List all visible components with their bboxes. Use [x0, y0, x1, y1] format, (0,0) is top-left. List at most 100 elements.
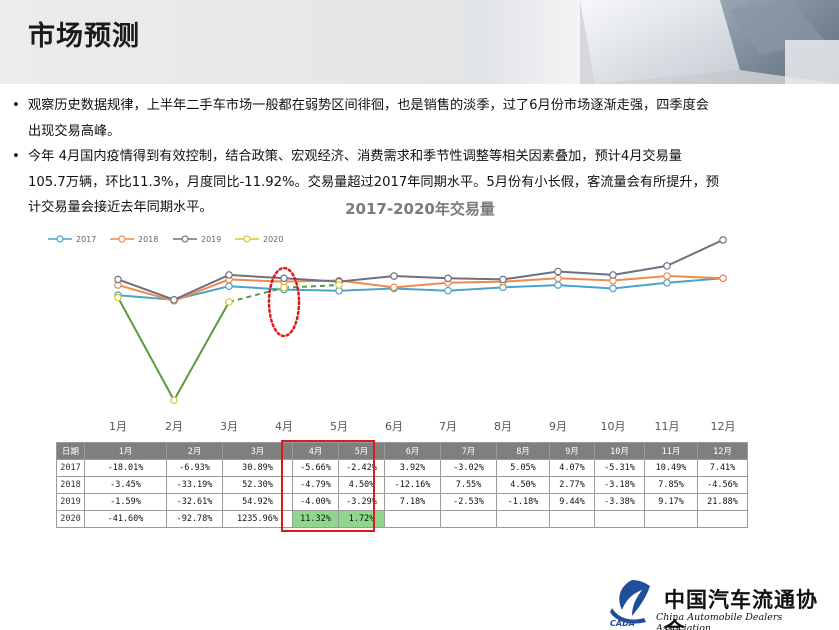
series-2017-point	[554, 281, 562, 289]
bullet-line: 出现交易高峰。	[28, 123, 121, 139]
table-header-month: 11月	[644, 442, 698, 460]
legend-entry: 2018	[138, 235, 158, 244]
table-cell: -18.01%	[84, 459, 167, 477]
legend-swatch-marker	[181, 235, 189, 243]
legend-swatch-marker	[118, 235, 126, 243]
table-cell: 21.88%	[697, 493, 748, 511]
series-2019-point	[225, 271, 233, 279]
table-row: 2018 -3.45% -33.19% 52.30% -4.79% 4.50% -12.16…	[56, 476, 748, 494]
series-2019-segment	[502, 270, 559, 281]
table-cell	[697, 510, 748, 528]
bullet-dot-icon: •	[12, 149, 20, 164]
table-cell: -2.53%	[440, 493, 497, 511]
series-2017-segment	[557, 284, 614, 290]
series-2020-point	[335, 281, 343, 289]
series-2017-segment	[338, 287, 395, 292]
table-cell: 11.32%	[292, 510, 339, 528]
series-2018-segment	[173, 278, 230, 302]
series-2019-point	[663, 262, 671, 270]
series-2018-point	[719, 274, 727, 283]
legend-entry: 2017	[76, 235, 96, 244]
series-2020-segment	[228, 286, 285, 303]
series-2017-point	[225, 282, 233, 290]
table-header-row: 日期 1月 2月 3月 4月 5月 6月 7月 8月 9月 10月 11月 12月	[56, 442, 748, 460]
series-2017-segment	[283, 288, 340, 292]
series-2020-segment	[283, 284, 340, 289]
bullet-item: • 今年 4月国内疫情得到有效控制，结合政策、宏观经济、消费需求和季节性调整等相…	[12, 144, 802, 221]
table-row-label: 2019	[56, 493, 85, 511]
logo-mark: CADA	[610, 619, 635, 628]
bullet-line: 今年 4月国内疫情得到有效控制，结合政策、宏观经济、消费需求和季节性调整等相关因…	[28, 149, 682, 164]
x-tick-label: 1月	[109, 420, 127, 433]
series-2019-segment	[338, 275, 395, 283]
series-2019-segment	[283, 277, 340, 283]
yoy-table: 日期 1月 2月 3月 4月 5月 6月 7月 8月 9月 10月 11月 12月 2017 -18.01…	[56, 442, 748, 528]
series-2017-point	[444, 286, 452, 295]
table-header-month: 2月	[166, 442, 223, 460]
table-cell: -12.16%	[384, 476, 441, 494]
table-cell: -6.93%	[166, 459, 223, 477]
series-2019-segment	[117, 278, 175, 301]
table-cell	[594, 510, 645, 528]
series-2019-point	[609, 271, 617, 279]
cada-emblem-icon: CADA	[610, 580, 650, 628]
series-2019-segment	[173, 273, 230, 301]
x-tick-label: 4月	[275, 420, 293, 433]
legend-swatch-marker	[243, 235, 251, 243]
series-2017-point	[609, 284, 617, 293]
x-tick-label: 3月	[220, 420, 238, 433]
chart-title: 2017-2020年交易量	[345, 200, 495, 218]
series-2017-point	[663, 279, 671, 287]
table-cell	[440, 510, 497, 528]
legend-entry: 2020	[263, 235, 283, 244]
table-cell: 7.85%	[644, 476, 698, 494]
x-tick-label: 6月	[385, 420, 403, 433]
series-2019-point	[499, 275, 507, 284]
series-2019-point	[170, 295, 178, 304]
series-2018-segment	[117, 284, 175, 302]
series-2018-segment	[666, 275, 724, 280]
table-cell: 7.41%	[697, 459, 748, 477]
table-cell: -32.61%	[166, 493, 223, 511]
table-cell: -3.45%	[84, 476, 167, 494]
x-tick-label: 2月	[165, 420, 183, 433]
table-cell: -92.78%	[166, 510, 223, 528]
bullet-line: 观察历史数据规律，上半年二手车市场一般都在弱势区间徘徊，也是销售的淡季，过了6月…	[28, 98, 709, 113]
table-cell: -5.31%	[594, 459, 645, 477]
series-2019-point	[719, 236, 727, 244]
april-may-highlight-box	[281, 440, 375, 532]
series-2018-point	[554, 274, 562, 283]
table-row-label: 2020	[56, 510, 85, 528]
header-band: 市场预测	[0, 0, 839, 84]
series-2018-segment	[228, 278, 285, 283]
table-cell: 7.18%	[384, 493, 441, 511]
table-header-month: 1月	[84, 442, 167, 460]
table-cell: 9.17%	[644, 493, 698, 511]
series-2018-segment	[393, 281, 449, 289]
table-row: 2019 -1.59% -32.61% 54.92% -4.00% -3.29% 7.18%…	[56, 493, 748, 511]
table-cell: -3.38%	[594, 493, 645, 511]
table-cell	[384, 510, 441, 528]
table-cell: 5.05%	[496, 459, 550, 477]
series-2017-segment	[228, 285, 285, 291]
x-tick-label: 10月	[601, 420, 626, 433]
series-2019-point	[444, 274, 452, 283]
logo-english-name: China Automobile Dealers Association	[656, 612, 783, 630]
table-cell	[644, 510, 698, 528]
table-header-month: 6月	[384, 442, 441, 460]
series-2017-segment	[502, 284, 559, 289]
series-2019-point	[280, 274, 288, 283]
table-row: 2020 -41.60% -92.78% 1235.96% 11.32% 1.72%	[56, 510, 748, 528]
series-2018-segment	[502, 277, 559, 283]
bullet-item: • 观察历史数据规律，上半年二手车市场一般都在弱势区间徘徊，也是销售的淡季，过了…	[12, 93, 802, 144]
table-cell: -3.18%	[594, 476, 645, 494]
series-2020-segment	[117, 297, 175, 401]
table-cell	[549, 510, 595, 528]
series-2019-point	[390, 272, 398, 280]
table-row-label: 2017	[56, 459, 85, 477]
x-tick-label: 5月	[330, 420, 348, 433]
series-2018-point	[663, 272, 671, 280]
table-row: 2017 -18.01% -6.93% 30.89% -5.66% -2.42% 3.92%…	[56, 459, 748, 477]
series-2018-segment	[447, 280, 504, 284]
table-header-month: 12月	[697, 442, 748, 460]
